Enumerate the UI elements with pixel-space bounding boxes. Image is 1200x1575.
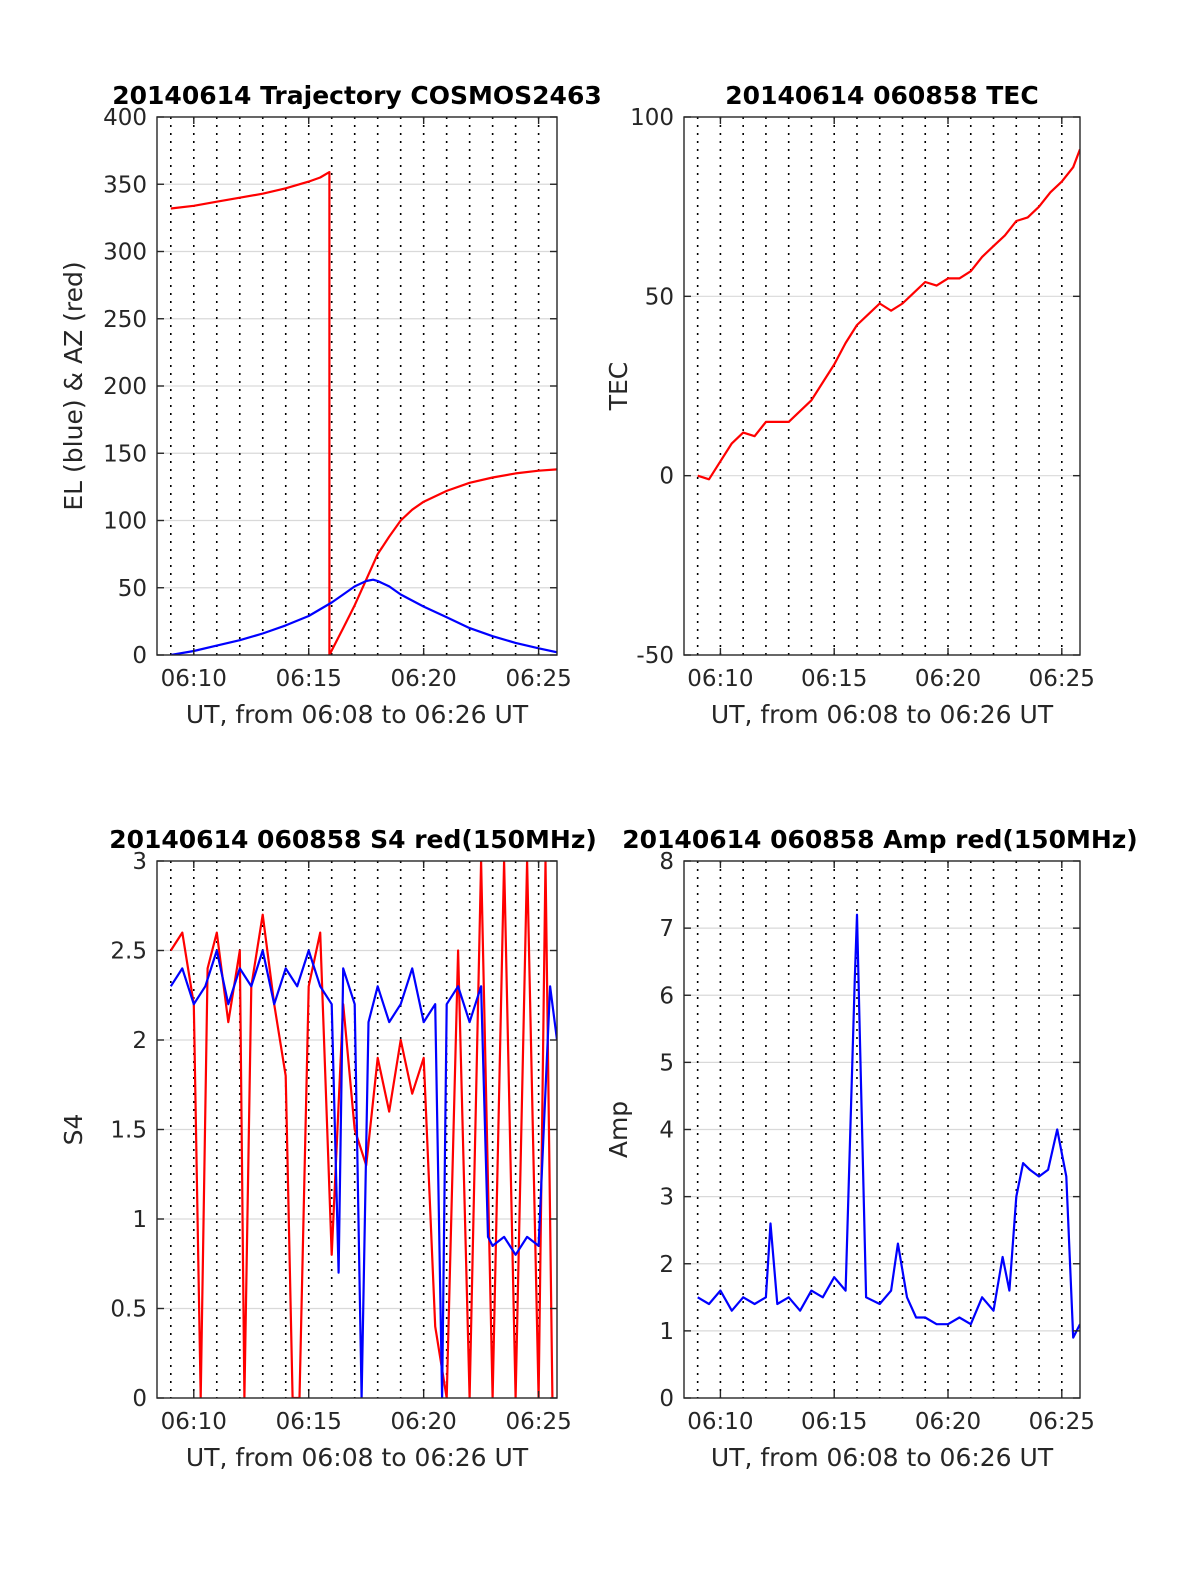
- y-tick-label: 50: [645, 284, 674, 310]
- series-line-red: [169, 861, 554, 1398]
- x-tick-label: 06:20: [391, 666, 457, 692]
- series-group: [169, 861, 557, 1398]
- x-tick-label: 06:15: [276, 1409, 342, 1435]
- y-tick-label: 1.5: [110, 1118, 147, 1144]
- y-tick-label: 4: [659, 1118, 674, 1144]
- y-axis-label: EL (blue) & AZ (red): [59, 261, 88, 510]
- y-tick-label: 8: [659, 849, 674, 875]
- chart-tec: -50 0 50 100 06:10 06:15 06:20 06:25 20140614 06…: [604, 81, 1095, 729]
- y-tick-label: 0: [659, 1386, 674, 1412]
- y-tick-label: 5: [659, 1050, 674, 1076]
- series-line-blue: [169, 949, 557, 1398]
- chart-s4: 0 0.5 1 1.5 2 2.5 3 06:10 06:15 06:20 06:25 2014061…: [59, 825, 597, 1472]
- y-tick-label: 0: [132, 1386, 147, 1412]
- y-tick-label: 1: [132, 1207, 147, 1233]
- chart-title: 20140614 060858 Amp red(150MHz): [622, 825, 1138, 854]
- x-axis-label: UT, from 06:08 to 06:26 UT: [711, 700, 1054, 729]
- series-line-amp: [697, 913, 1080, 1339]
- x-tick-label: 06:10: [687, 1409, 753, 1435]
- x-tick-label: 06:25: [505, 666, 571, 692]
- x-tick-label: 06:10: [161, 666, 227, 692]
- x-tick-label: 06:15: [801, 666, 867, 692]
- x-axis-label: UT, from 06:08 to 06:26 UT: [186, 1443, 529, 1472]
- x-tick-label: 06:15: [801, 1409, 867, 1435]
- series-group: [697, 913, 1080, 1339]
- y-tick-label: 0: [659, 464, 674, 490]
- y-axis-label: S4: [59, 1114, 88, 1146]
- series-group: [697, 148, 1080, 481]
- x-tick-label: 06:20: [915, 1409, 981, 1435]
- plot-area: [684, 117, 1080, 655]
- series-line-az: [170, 171, 557, 655]
- chart-amp: 0 1 2 3 4 5 6 7 8 06:10 06:15 06:20 06:25 20140614 06…: [604, 825, 1138, 1472]
- y-axis-label: Amp: [604, 1101, 633, 1158]
- y-tick-label: 100: [103, 509, 147, 535]
- y-tick-label: 400: [103, 105, 147, 131]
- y-tick-label: -50: [636, 643, 674, 669]
- y-tick-label: 3: [659, 1185, 674, 1211]
- y-tick-label: 350: [103, 172, 147, 198]
- y-tick-label: 0: [132, 643, 147, 669]
- chart-title: 20140614 060858 S4 red(150MHz): [109, 825, 597, 854]
- y-tick-label: 2: [132, 1028, 147, 1054]
- x-tick-label: 06:25: [505, 1409, 571, 1435]
- y-tick-label: 300: [103, 240, 147, 266]
- chart-title: 20140614 Trajectory COSMOS2463: [112, 81, 602, 110]
- series-line-el: [170, 578, 557, 655]
- x-axis-label: UT, from 06:08 to 06:26 UT: [186, 700, 529, 729]
- series-line-tec: [697, 148, 1080, 481]
- y-tick-label: 150: [103, 441, 147, 467]
- x-tick-label: 06:10: [161, 1409, 227, 1435]
- chart-trajectory: 0 50 100 150 200 250 300 350 400 06:10 06:15 06:20 0…: [59, 81, 602, 729]
- y-tick-label: 7: [659, 916, 674, 942]
- x-tick-label: 06:25: [1029, 666, 1095, 692]
- y-tick-label: 2.5: [110, 939, 147, 965]
- y-axis-label: TEC: [604, 362, 633, 412]
- x-tick-label: 06:10: [687, 666, 753, 692]
- y-tick-label: 100: [630, 105, 674, 131]
- series-group: [170, 171, 557, 655]
- y-tick-label: 200: [103, 374, 147, 400]
- y-tick-label: 0.5: [110, 1297, 147, 1323]
- x-tick-label: 06:20: [915, 666, 981, 692]
- x-axis-label: UT, from 06:08 to 06:26 UT: [711, 1443, 1054, 1472]
- x-tick-label: 06:15: [276, 666, 342, 692]
- y-tick-label: 6: [659, 983, 674, 1009]
- y-tick-label: 1: [659, 1319, 674, 1345]
- x-tick-label: 06:25: [1029, 1409, 1095, 1435]
- y-tick-label: 3: [132, 849, 147, 875]
- x-tick-label: 06:20: [391, 1409, 457, 1435]
- chart-title: 20140614 060858 TEC: [725, 81, 1038, 110]
- y-tick-label: 2: [659, 1252, 674, 1278]
- y-tick-label: 250: [103, 307, 147, 333]
- y-tick-label: 50: [118, 576, 147, 602]
- axes-box: [683, 116, 1081, 656]
